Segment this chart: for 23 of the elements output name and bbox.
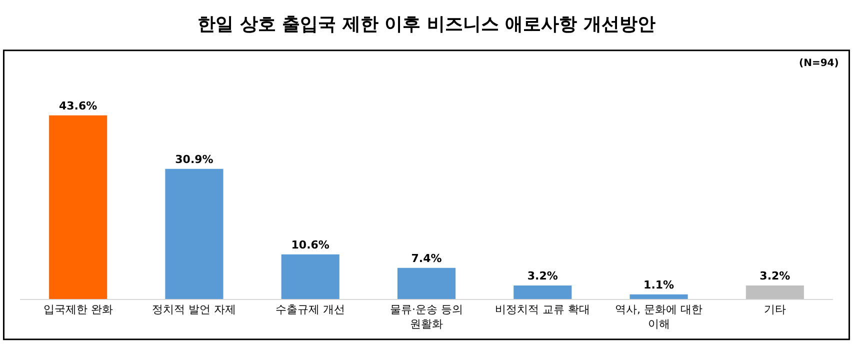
x-tick-label: 정치적 발언 자제 bbox=[152, 303, 236, 316]
chart-title: 한일 상호 출입국 제한 이후 비즈니스 애로사항 개선방안 bbox=[198, 14, 656, 36]
data-label: 3.2% bbox=[527, 270, 558, 283]
bar bbox=[514, 286, 572, 299]
x-tick-label: 입국제한 완화 bbox=[43, 303, 113, 316]
data-label: 30.9% bbox=[175, 152, 214, 166]
x-tick-label: 비정치적 교류 확대 bbox=[495, 303, 590, 316]
data-label: 43.6% bbox=[58, 99, 98, 112]
data-label: 10.6% bbox=[291, 238, 330, 252]
bar bbox=[165, 168, 224, 299]
bar bbox=[281, 254, 340, 299]
bar bbox=[746, 286, 804, 299]
data-label: 7.4% bbox=[411, 252, 442, 265]
bar bbox=[397, 268, 456, 299]
x-tick-label: 수출규제 개선 bbox=[276, 303, 346, 316]
x-tick-label: 기타 bbox=[764, 303, 786, 316]
data-label: 3.2% bbox=[760, 270, 790, 283]
x-tick-label: 역사, 문화에 대한 이해 bbox=[615, 303, 703, 330]
x-tick-label: 물류·운송 등의 원활화 bbox=[390, 303, 463, 330]
text: (N=94) bbox=[799, 58, 839, 69]
bar bbox=[630, 294, 688, 299]
bar bbox=[49, 115, 108, 299]
data-label: 1.1% bbox=[644, 278, 674, 292]
